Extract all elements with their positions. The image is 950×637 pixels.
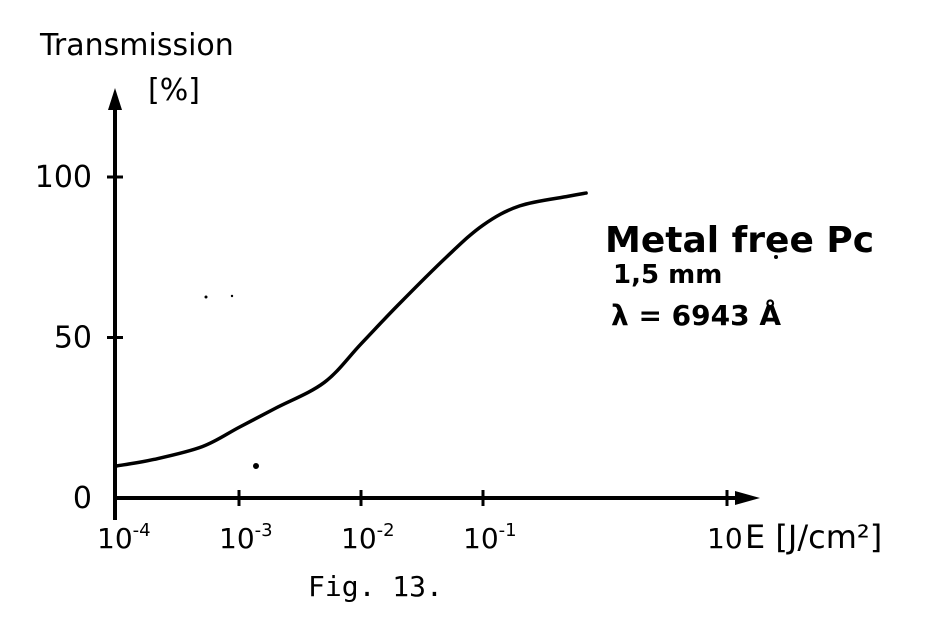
x-tick-label: 10-3 xyxy=(219,520,273,555)
y-axis-title: Transmission xyxy=(39,28,234,63)
y-axis-unit: [%] xyxy=(148,73,200,108)
transmission-curve xyxy=(115,191,588,468)
y-tick-label: 100 xyxy=(35,160,92,195)
x-tick-label: 10 xyxy=(707,522,743,555)
annotation-line-3: λ = 6943 Å xyxy=(611,298,781,332)
y-tick-label: 50 xyxy=(54,321,92,356)
annotation-line-1: Metal free Pc xyxy=(605,220,874,261)
speck-dot xyxy=(774,255,778,259)
x-axis-title: E [J/cm²] xyxy=(745,518,882,556)
annotation-line-2: 1,5 mm xyxy=(613,260,722,290)
figure-caption: Fig. 13. xyxy=(308,570,443,603)
speck-dot xyxy=(230,294,234,298)
y-tick-label: 0 xyxy=(73,481,92,516)
y-axis-arrow xyxy=(108,88,122,110)
series-group xyxy=(115,191,588,468)
x-tick-label: 10-4 xyxy=(97,520,151,555)
ticks-group xyxy=(107,175,729,506)
speck-dot xyxy=(204,295,208,299)
x-tick-label: 10-2 xyxy=(341,520,395,555)
x-axis-arrow xyxy=(735,491,760,505)
x-tick-label: 10-1 xyxy=(463,520,517,555)
speck-dot xyxy=(253,463,259,469)
